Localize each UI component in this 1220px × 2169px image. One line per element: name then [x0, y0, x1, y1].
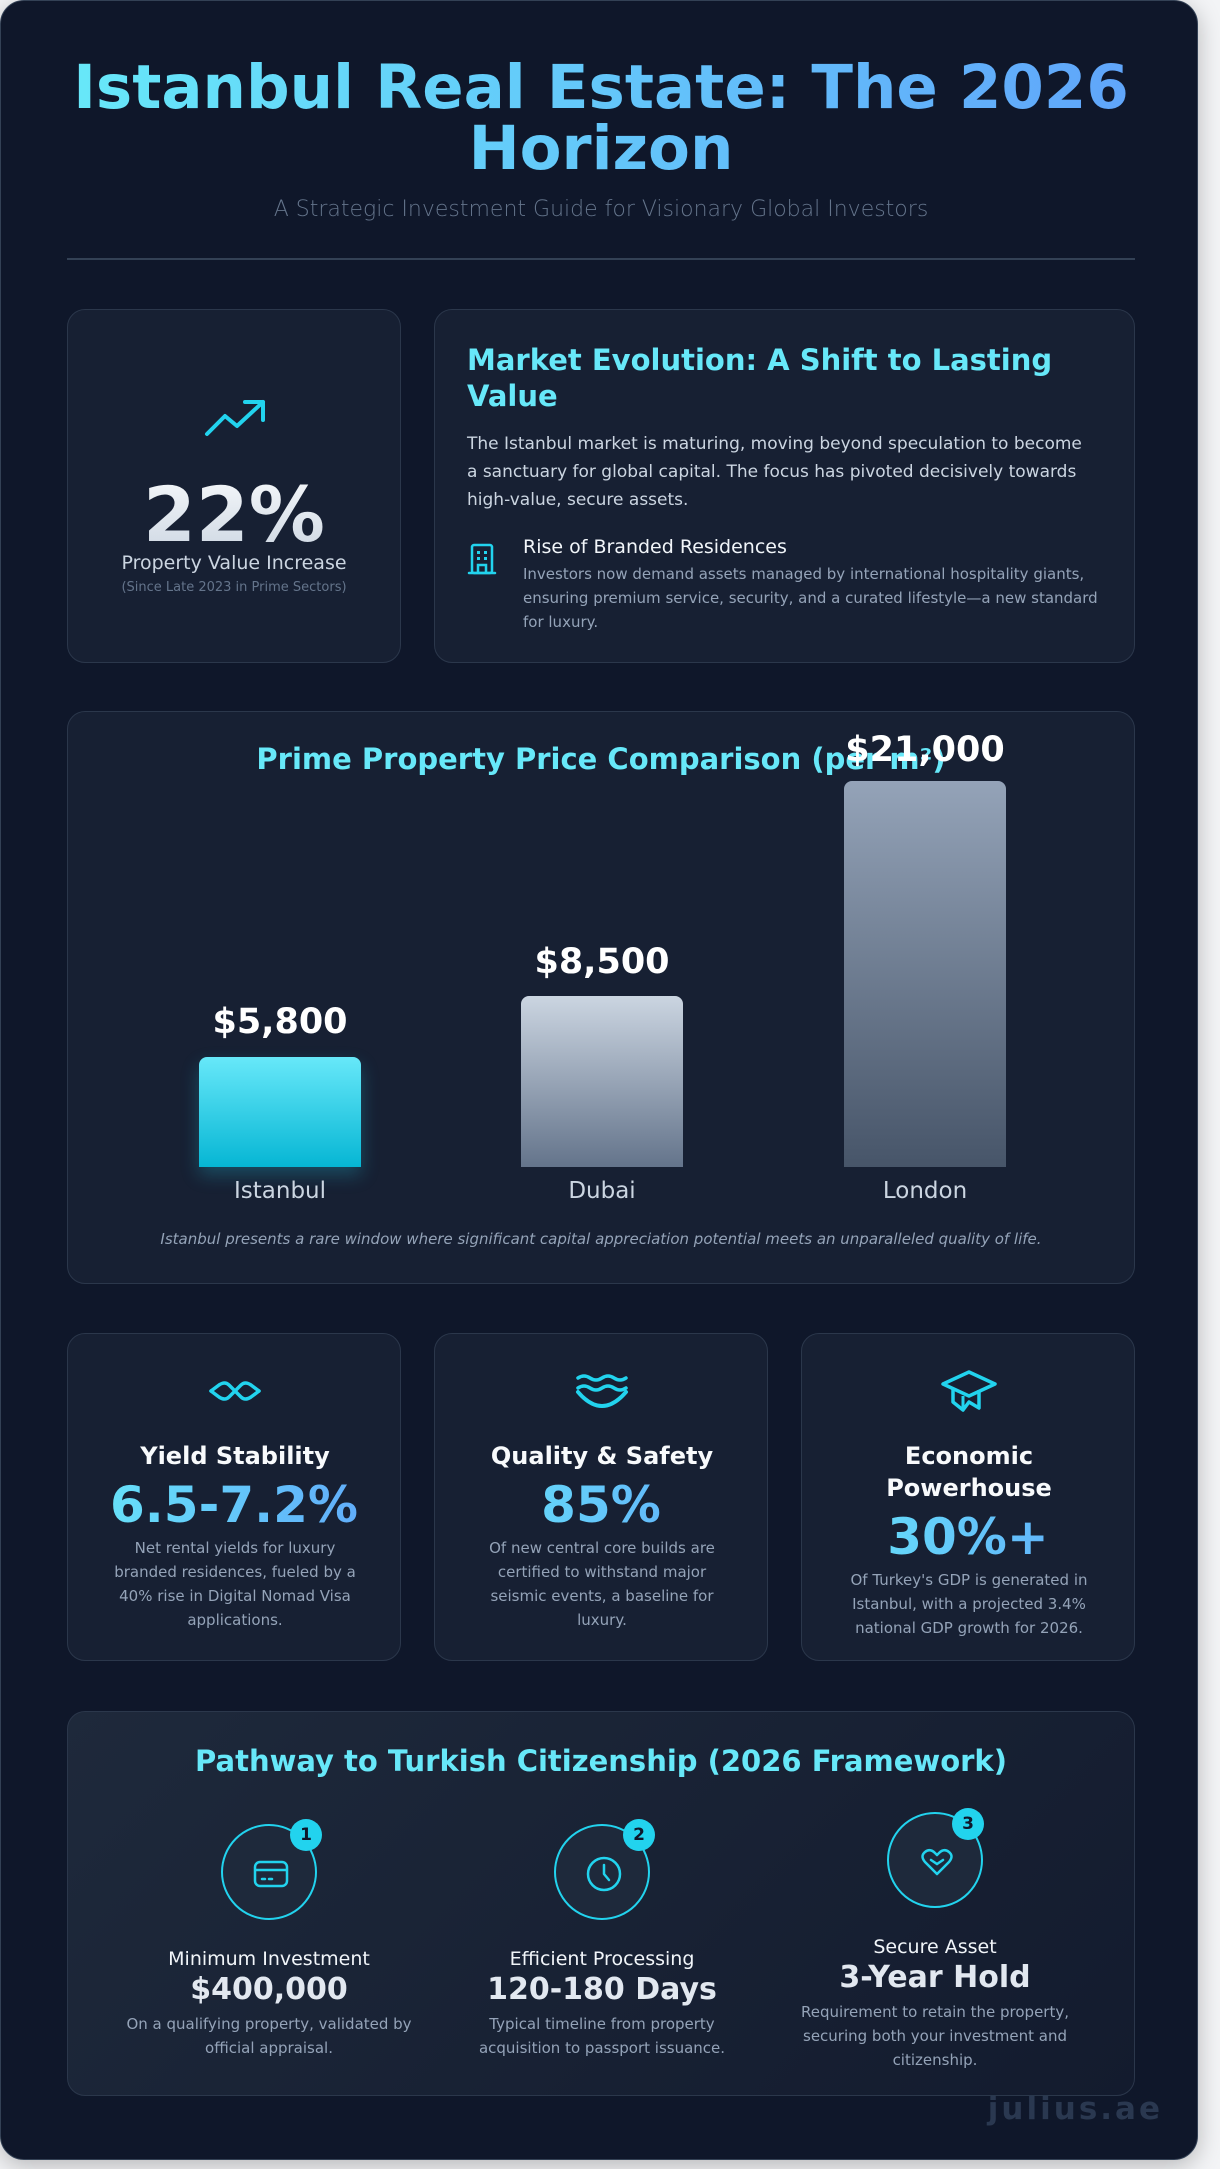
step-title: Minimum Investment: [168, 1948, 370, 1970]
bar-category-label: Dubai: [568, 1178, 636, 1204]
feature-title: Rise of Branded Residences: [523, 536, 787, 558]
highlight-desc: Of new central core builds are certified…: [489, 1539, 715, 1629]
step-value: 3-Year Hold: [839, 1960, 1031, 1995]
chart-title: Prime Property Price Comparison (per m²): [256, 742, 946, 776]
bar-value-label: $5,800: [212, 1002, 348, 1042]
stat-label: Property Value Increase: [121, 552, 347, 574]
step-number-badge: 1: [290, 1819, 322, 1851]
step-value: 120-180 Days: [487, 1972, 717, 2007]
title-line-2: Horizon: [468, 113, 734, 184]
bar-value-label: $8,500: [534, 942, 670, 982]
trending-up-icon: [205, 400, 265, 436]
bar-category-label: London: [882, 1178, 968, 1204]
clock-icon: [586, 1856, 622, 1892]
yield-stability-card: Yield Stability 6.5-7.2% Net rental yiel…: [67, 1333, 401, 1661]
building-icon: [467, 543, 497, 575]
step-desc: Typical timeline from property acquisiti…: [478, 2015, 726, 2057]
highlight-value: 85%: [435, 1476, 767, 1534]
step-title: Efficient Processing: [509, 1948, 695, 1970]
shield-wave-icon: [576, 1374, 628, 1408]
highlight-desc: Of Turkey's GDP is generated in Istanbul…: [850, 1571, 1088, 1637]
step-title: Secure Asset: [873, 1936, 997, 1958]
stat-sublabel: (Since Late 2023 in Prime Sectors): [121, 580, 347, 595]
market-evolution-card: Market Evolution: A Shift to Lasting Val…: [434, 309, 1135, 663]
bar-rect: [199, 1057, 361, 1167]
graduation-cap-icon: [941, 1370, 997, 1412]
bar-value-label: $21,000: [845, 730, 1005, 770]
highlight-value: 6.5-7.2%: [68, 1476, 400, 1534]
highlight-value: 30%+: [802, 1508, 1134, 1566]
step-number-badge: 3: [952, 1808, 984, 1840]
economic-powerhouse-card: Economic Powerhouse 30%+ Of Turkey's GDP…: [801, 1333, 1135, 1661]
step-number-badge: 2: [623, 1819, 655, 1851]
step-value: $400,000: [190, 1972, 348, 2007]
quality-safety-card: Quality & Safety 85% Of new central core…: [434, 1333, 768, 1661]
handshake-heart-icon: [921, 1849, 953, 1876]
highlight-desc: Net rental yields for luxury branded res…: [114, 1539, 356, 1629]
waves-icon: [209, 1381, 261, 1401]
step-icon-circle: [221, 1824, 317, 1920]
price-comparison-chart-card: Prime Property Price Comparison (per m²)…: [67, 711, 1135, 1284]
bar-rect: [844, 781, 1006, 1167]
bar-rect: [521, 996, 683, 1167]
stat-value: 22%: [68, 470, 400, 560]
property-value-stat-card: 22% Property Value Increase (Since Late …: [67, 309, 401, 663]
infographic-frame: Istanbul Real Estate: The 2026 Horizon A…: [0, 0, 1198, 2160]
feature-body: Investors now demand assets managed by i…: [523, 565, 1098, 631]
header-divider: [67, 258, 1135, 260]
highlight-title: Yield Stability: [140, 1442, 330, 1470]
page-title: Istanbul Real Estate: The 2026 Horizon: [67, 57, 1135, 179]
page-subtitle: A Strategic Investment Guide for Visiona…: [273, 197, 929, 222]
chart-note: Istanbul presents a rare window where si…: [160, 1230, 1042, 1248]
citizenship-pathway-card: Pathway to Turkish Citizenship (2026 Fra…: [67, 1711, 1135, 2096]
watermark: julius.ae: [987, 2091, 1163, 2127]
step-desc: On a qualifying property, validated by o…: [126, 2015, 412, 2057]
citizenship-title: Pathway to Turkish Citizenship (2026 Fra…: [195, 1744, 1007, 1778]
bar-category-label: Istanbul: [233, 1178, 327, 1204]
market-evolution-body: The Istanbul market is maturing, moving …: [467, 434, 1082, 510]
market-evolution-title: Market Evolution: A Shift to Lasting Val…: [467, 343, 1053, 413]
credit-card-icon: [253, 1860, 289, 1888]
title-line-1: Istanbul Real Estate: The 2026: [73, 52, 1129, 123]
highlight-title: Quality & Safety: [490, 1442, 714, 1470]
highlight-title: Economic Powerhouse: [886, 1442, 1052, 1502]
step-desc: Requirement to retain the property, secu…: [800, 2003, 1069, 2069]
